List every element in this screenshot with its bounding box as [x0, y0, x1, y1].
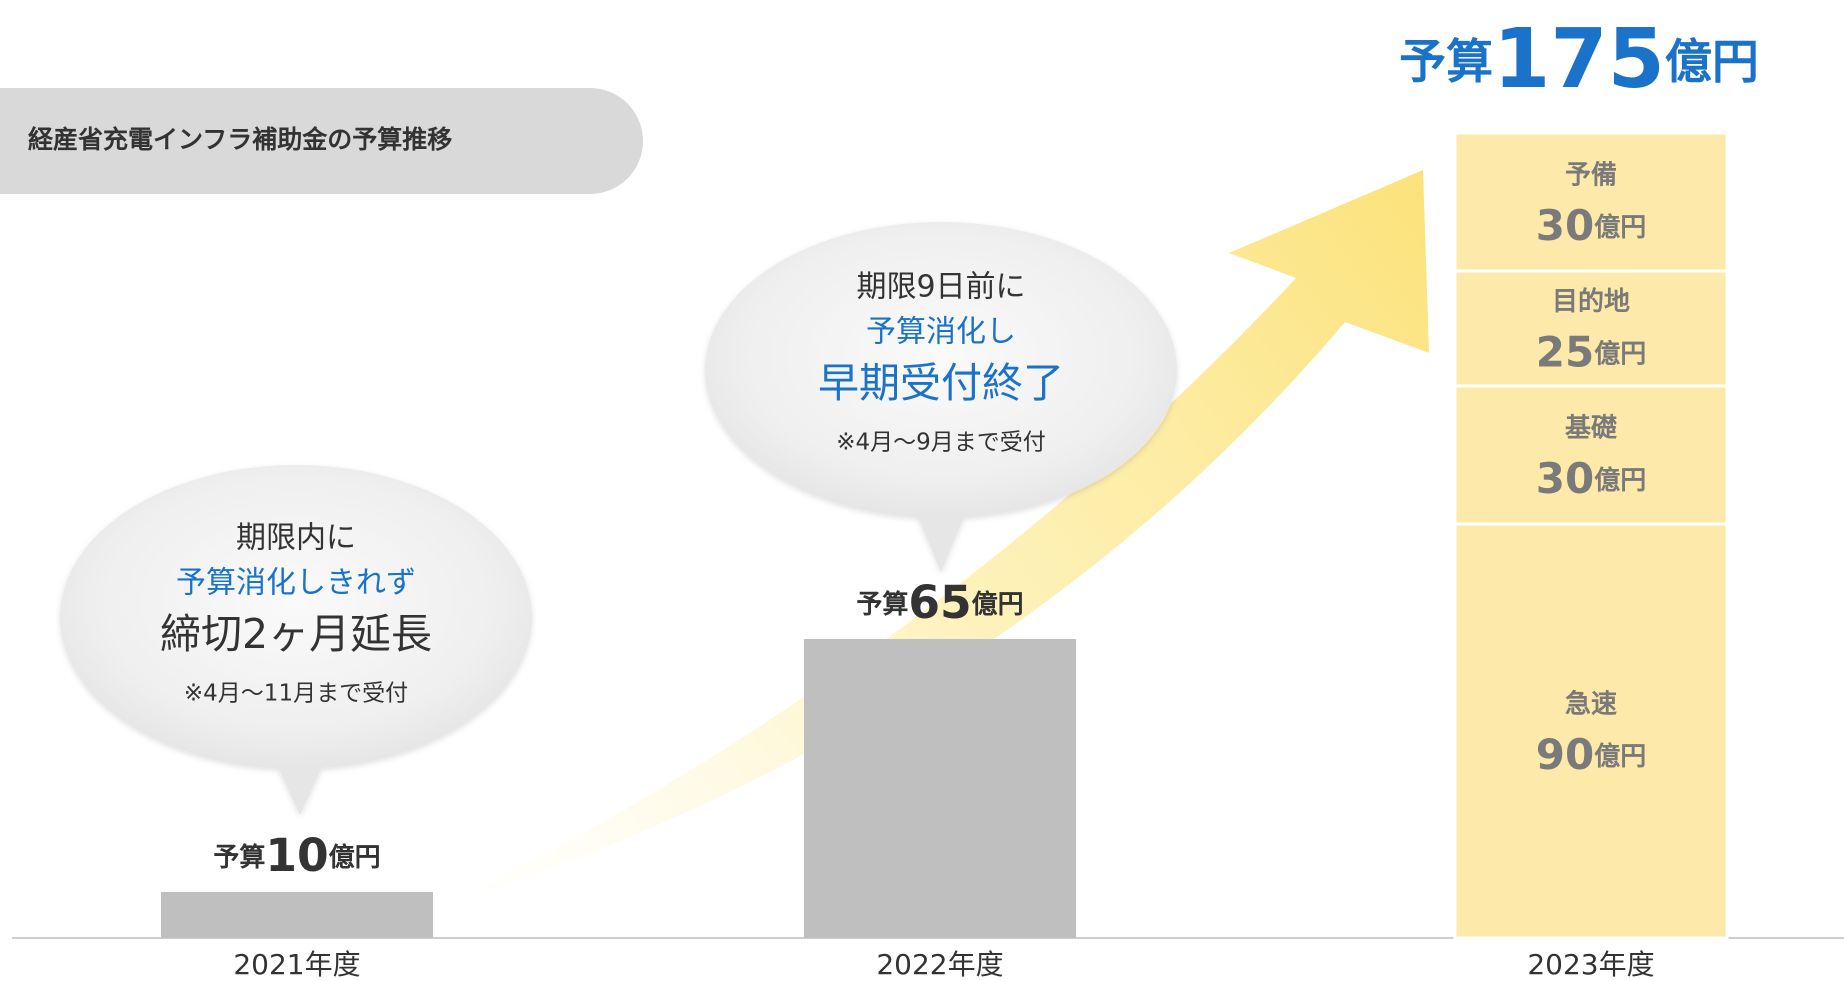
segment-name: 予備 [1565, 160, 1617, 191]
chart-title: 経産省充電インフラ補助金の予算推移 [28, 125, 452, 154]
title-pill [0, 88, 643, 194]
label-value: 65 [908, 576, 971, 629]
callout-lead: 期限内に [236, 521, 356, 556]
label-unit: 億円 [972, 590, 1024, 620]
callout-note: ※4月～11月まで受付 [184, 681, 408, 707]
callout-emphasis: 締切2ヶ月延長 [160, 610, 432, 658]
segment-value-label: 30億円 [1536, 454, 1646, 503]
segment-value-label: 30億円 [1536, 201, 1646, 250]
callout-lead: 期限9日前に [856, 270, 1025, 305]
stack-segment [1453, 522, 1729, 940]
label-prefix: 予算 [1399, 35, 1493, 90]
label-value: 90 [1536, 730, 1594, 779]
x-tick-label: 2023年度 [1527, 948, 1654, 981]
segment-value-label: 25億円 [1536, 327, 1646, 376]
callout-highlight: 予算消化し [866, 315, 1016, 350]
bar-label: 予算65億円 [856, 576, 1023, 629]
label-unit: 億円 [1665, 35, 1759, 90]
label-unit: 億円 [1594, 213, 1646, 243]
label-value: 175 [1493, 12, 1665, 107]
label-prefix: 予算 [856, 589, 908, 620]
callout-note: ※4月～9月まで受付 [836, 430, 1046, 456]
x-tick-label: 2021年度 [233, 948, 360, 981]
callout-highlight: 予算消化しきれず [176, 566, 416, 601]
callout-bubble [60, 465, 532, 769]
label-prefix: 予算 [213, 842, 265, 873]
stack-segment [1453, 269, 1729, 388]
bar [161, 892, 433, 938]
segment-name: 急速 [1565, 690, 1617, 720]
callout-emphasis: 早期受付終了 [818, 359, 1064, 407]
stack-segment [1453, 384, 1729, 526]
x-tick-label: 2022年度 [876, 948, 1003, 981]
growth-arrow [447, 170, 1429, 905]
stack-segment [1453, 131, 1729, 273]
label-value: 25 [1536, 327, 1594, 376]
bar [804, 639, 1076, 938]
label-unit: 億円 [1594, 466, 1646, 496]
label-value: 10 [265, 829, 328, 882]
total-label: 予算175億円 [1399, 12, 1759, 107]
callout-tail [911, 500, 971, 572]
segment-value-label: 90億円 [1536, 730, 1646, 779]
label-unit: 億円 [329, 843, 381, 873]
label-value: 30 [1536, 454, 1594, 503]
callout [705, 222, 1177, 572]
label-value: 30 [1536, 201, 1594, 250]
segment-name: 目的地 [1552, 286, 1630, 317]
callout [60, 465, 532, 815]
segment-name: 基礎 [1565, 414, 1617, 444]
callout-bubble [705, 222, 1177, 518]
label-unit: 億円 [1594, 742, 1646, 772]
bar-label: 予算10億円 [213, 829, 380, 882]
label-unit: 億円 [1594, 339, 1646, 369]
